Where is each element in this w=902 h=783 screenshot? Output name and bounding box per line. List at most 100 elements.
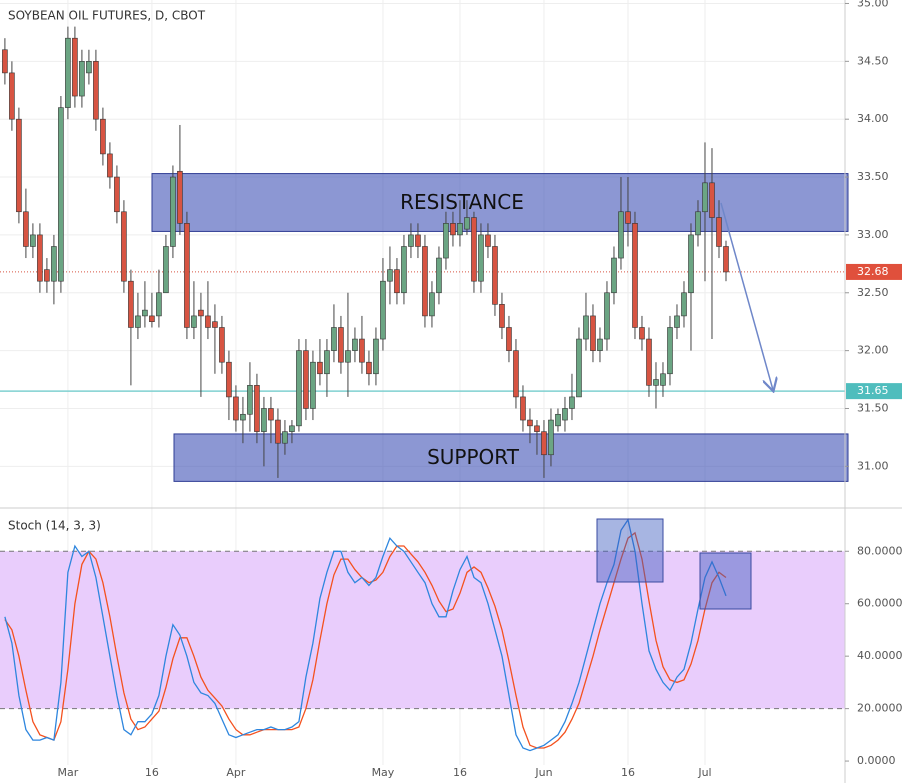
candle-body <box>604 292 610 340</box>
y-tick-label: 34.00 <box>857 112 889 125</box>
candle-body <box>611 257 617 294</box>
y-tick-label: 31.00 <box>857 459 889 472</box>
candle-body <box>331 327 337 351</box>
candle-body <box>156 292 162 317</box>
stoch-line <box>4 518 727 752</box>
candle-body <box>205 315 211 328</box>
candle-body <box>212 321 218 328</box>
candle-body <box>79 61 85 97</box>
candle-body <box>44 269 50 282</box>
candle-body <box>513 350 519 398</box>
candle-body <box>177 170 183 224</box>
candle-body <box>198 309 204 317</box>
candle-body <box>387 269 393 282</box>
candle-body <box>667 327 673 375</box>
candle-body <box>135 315 141 328</box>
candle-body <box>485 234 491 247</box>
candle-body <box>51 246 57 282</box>
y-tick-label: 35.00 <box>857 0 889 9</box>
candle-body <box>520 396 526 421</box>
candle-body <box>562 408 568 421</box>
candle-body <box>548 419 554 456</box>
candle-body <box>471 217 477 282</box>
x-tick-label: Jun <box>534 766 552 779</box>
candle-body <box>247 385 253 415</box>
candle-body <box>380 280 386 340</box>
zone-label: SUPPORT <box>427 445 520 469</box>
candle-body <box>261 408 267 432</box>
x-tick-label: Mar <box>58 766 79 779</box>
candle-body <box>296 350 302 427</box>
candle-body <box>576 338 582 398</box>
y-tick-label: 32.50 <box>857 286 889 299</box>
zone <box>151 173 849 232</box>
candle-body <box>184 223 190 328</box>
candle-body <box>254 385 260 432</box>
candle-body <box>16 118 22 213</box>
candle-body <box>688 234 694 294</box>
candle-body <box>681 292 687 317</box>
highlight-box <box>699 552 752 610</box>
candle-body <box>366 361 372 375</box>
stoch-line <box>4 531 727 749</box>
chart-title: SOYBEAN OIL FUTURES, D, CBOT <box>8 9 206 23</box>
candle-body <box>422 246 428 317</box>
candle-body <box>2 49 8 74</box>
x-tick-label: Apr <box>226 766 246 779</box>
candle-body <box>23 211 29 247</box>
x-tick-label: Jul <box>697 766 711 779</box>
candle-body <box>240 413 246 421</box>
candle-body <box>436 257 442 294</box>
y-tick-label: 34.50 <box>857 54 889 67</box>
candle-body <box>457 223 463 236</box>
candle-body <box>310 361 316 409</box>
candle-body <box>352 338 358 351</box>
candle-body <box>93 61 99 120</box>
candle-body <box>716 217 722 247</box>
candle-body <box>450 223 456 236</box>
price-label: 31.65 <box>857 384 889 397</box>
candle-body <box>541 431 547 456</box>
zone-label: RESISTANCE <box>400 190 524 214</box>
candle-body <box>639 327 645 340</box>
candle-body <box>723 246 729 273</box>
candle-body <box>618 211 624 259</box>
candle-body <box>226 361 232 398</box>
candle-body <box>121 211 127 282</box>
candle-body <box>499 304 505 328</box>
candle-body <box>373 338 379 375</box>
candle-body <box>590 315 596 351</box>
y-tick-label: 80.0000 <box>857 544 902 557</box>
candle-body <box>506 327 512 351</box>
candle-body <box>114 176 120 213</box>
candle-body <box>555 413 561 427</box>
candle-body <box>702 182 708 213</box>
candle-body <box>527 419 533 427</box>
candle-body <box>107 153 113 178</box>
candle-body <box>65 37 71 108</box>
candle-body <box>443 223 449 259</box>
candle-body <box>170 176 176 247</box>
band-fill <box>0 551 845 709</box>
y-tick-label: 40.0000 <box>857 649 902 662</box>
x-tick-label: 16 <box>145 766 159 779</box>
candle-body <box>632 223 638 328</box>
candle-body <box>359 338 365 363</box>
candle-body <box>219 327 225 363</box>
candle-body <box>163 246 169 294</box>
candle-body <box>37 234 43 282</box>
candle-body <box>191 315 197 328</box>
price-label: 32.68 <box>857 265 889 278</box>
x-tick-label: 16 <box>453 766 467 779</box>
indicator-title: Stoch (14, 3, 3) <box>8 519 101 533</box>
candle-body <box>324 350 330 375</box>
x-tick-label: 16 <box>621 766 635 779</box>
candle-body <box>289 425 295 432</box>
arrow <box>720 202 773 390</box>
price-label-bg <box>846 263 902 280</box>
y-tick-label: 31.50 <box>857 401 889 414</box>
candle-body <box>429 292 435 317</box>
candle-body <box>394 269 400 294</box>
candle-body <box>86 61 92 74</box>
